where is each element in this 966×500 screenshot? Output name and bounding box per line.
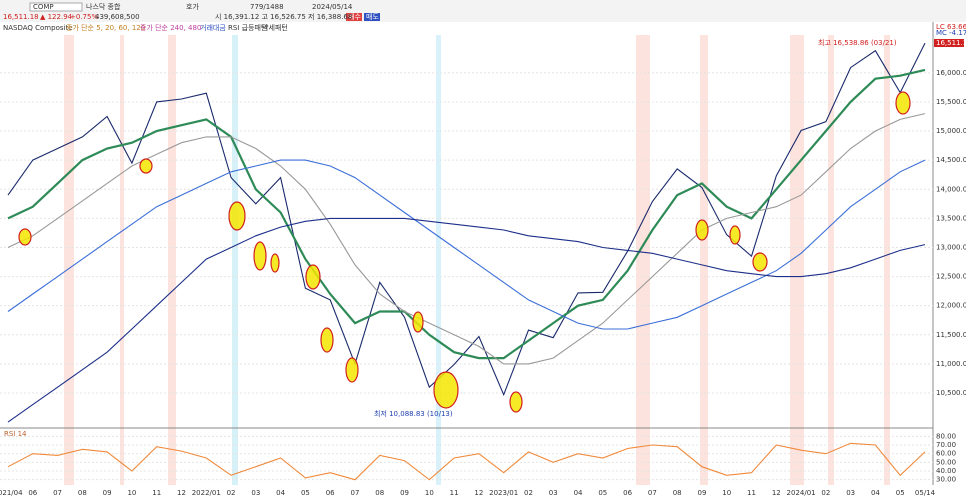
y-tick-label: 80.00 <box>936 432 956 440</box>
y-tick-label: 12,500.00 <box>936 273 966 281</box>
y-tick-label: 50.00 <box>936 458 956 466</box>
lc-label: LC 63.66 <box>936 23 966 31</box>
toolbar <box>0 0 966 22</box>
date: 2024/05/14 <box>312 3 353 11</box>
y-tick-label: 12,000.00 <box>936 302 966 310</box>
signal-circles <box>18 91 911 413</box>
symbol: COMP <box>33 3 54 11</box>
y-tick-label: 15,000.00 <box>936 127 966 135</box>
x-tick-label: 10 <box>425 489 434 497</box>
x-tick-label: 07 <box>53 489 62 497</box>
x-tick-label: 2021/04 <box>0 489 23 497</box>
series-line <box>7 442 926 481</box>
x-tick-label: 09 <box>697 489 706 497</box>
x-tick-label: 09 <box>103 489 112 497</box>
rate: +0.75% <box>70 13 98 21</box>
x-tick-label: 06 <box>623 489 632 497</box>
panel-title: RSI 14 <box>4 430 27 438</box>
x-tick-label: 06 <box>326 489 335 497</box>
change: ▲ 122.94 <box>40 13 73 21</box>
x-tick-label: 12 <box>772 489 781 497</box>
x-tick-label: 2022/01 <box>192 489 221 497</box>
mc-label: MC -4.17 <box>936 29 966 37</box>
x-tick-label: 2024/01 <box>787 489 816 497</box>
symbol-box[interactable] <box>29 2 83 12</box>
x-tick-label: 08 <box>673 489 682 497</box>
last-price-box <box>934 39 964 47</box>
y-tick-label: 70.00 <box>936 441 956 449</box>
legend-main: NASDAQ Composite <box>3 24 73 32</box>
x-tick-label: 10 <box>127 489 136 497</box>
series-line <box>7 42 926 397</box>
volume: 439,608,500 <box>95 13 140 21</box>
x-tick-label: 2023/01 <box>489 489 518 497</box>
legend-pattern: 약세패턴 <box>262 23 288 32</box>
x-tick-label: 05 <box>598 489 607 497</box>
x-tick-label: 12 <box>474 489 483 497</box>
x-tick-label: 03 <box>251 489 260 497</box>
x-tick-label: 07 <box>351 489 360 497</box>
y-tick-label: 11,500.00 <box>936 331 966 339</box>
x-tick-label: 04 <box>871 489 880 497</box>
series-line <box>7 217 926 423</box>
ohlc: 시 16,391.12 고 16,526.75 저 16,388.68 <box>215 12 352 21</box>
series-line <box>7 68 926 360</box>
y-tick-label: 11,000.00 <box>936 360 966 368</box>
series-line <box>7 113 926 365</box>
low-label: 최저 10,088.83 (10/13) <box>374 409 453 418</box>
buy-button[interactable] <box>346 13 362 21</box>
x-tick-label: 11 <box>152 489 161 497</box>
x-tick-label: 08 <box>78 489 87 497</box>
y-tick-label: 30.00 <box>936 476 956 484</box>
legend-ma: 종가 단순 240, 480 <box>140 23 201 32</box>
mode: 호가 <box>186 2 199 11</box>
x-tick-label: 03 <box>549 489 558 497</box>
bands <box>64 35 890 485</box>
y-tick-label: 10,500.00 <box>936 389 966 397</box>
high-label: 최고 16,538.86 (03/21) <box>818 38 897 47</box>
x-tick-label: 10 <box>722 489 731 497</box>
x-tick-label: 05 <box>896 489 905 497</box>
legend-vol: 거래대금 <box>200 23 226 32</box>
x-tick-label: 05/14 <box>915 489 936 497</box>
x-tick-label: 11 <box>747 489 756 497</box>
legend-pattern: RSI 급등패턴 <box>228 23 267 32</box>
x-tick-label: 02 <box>524 489 533 497</box>
x-tick-label: 07 <box>648 489 657 497</box>
y-tick-label: 40.00 <box>936 467 956 475</box>
buy: 매수 <box>348 13 361 21</box>
price: 16,511.18 <box>3 13 39 21</box>
x-tick-label: 03 <box>846 489 855 497</box>
y-tick-label: 14,000.00 <box>936 185 966 193</box>
name: 나스닥 종합 <box>86 2 121 11</box>
y-tick-label: 13,000.00 <box>936 243 966 251</box>
y-tick-label: 60.00 <box>936 450 956 458</box>
legend-ma: 종가 단순 5, 20, 60, 120 <box>66 23 145 32</box>
sell: 매도 <box>366 13 379 21</box>
y-tick-label: 13,500.00 <box>936 214 966 222</box>
x-tick-label: 11 <box>450 489 459 497</box>
x-tick-label: 04 <box>574 489 583 497</box>
y-tick-label: 14,500.00 <box>936 156 966 164</box>
count: 779/1488 <box>250 3 284 11</box>
x-tick-label: 08 <box>375 489 384 497</box>
x-tick-label: 04 <box>276 489 285 497</box>
last-price: 16,511.18 <box>936 39 966 47</box>
x-tick-label: 05 <box>301 489 310 497</box>
series-line <box>7 159 926 330</box>
x-tick-label: 09 <box>400 489 409 497</box>
sell-button[interactable] <box>364 13 380 21</box>
x-tick-label: 02 <box>227 489 236 497</box>
y-tick-label: 16,000.00 <box>936 69 966 77</box>
x-tick-label: 12 <box>177 489 186 497</box>
y-tick-label: 15,500.00 <box>936 98 966 106</box>
x-tick-label: 02 <box>821 489 830 497</box>
x-tick-label: 06 <box>28 489 37 497</box>
